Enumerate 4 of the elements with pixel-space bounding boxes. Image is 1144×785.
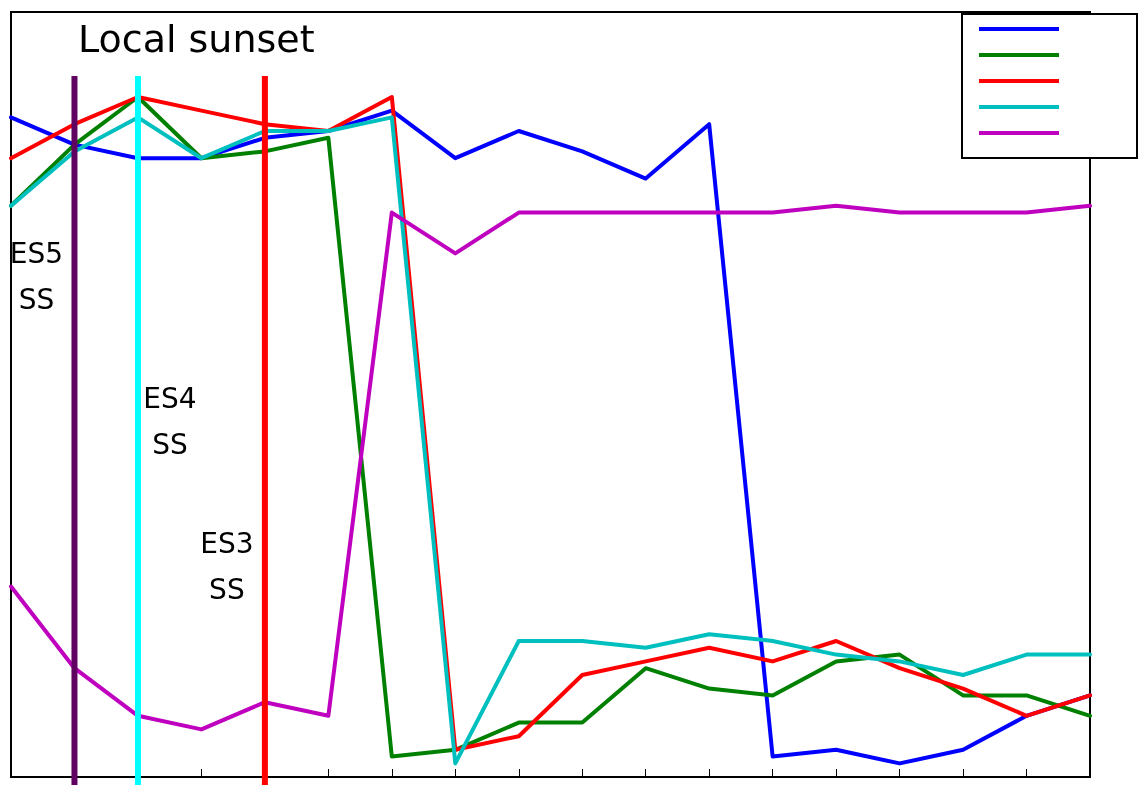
annotation: ES3 SS (200, 526, 254, 606)
chart-title: Local sunset (78, 17, 315, 61)
annotation: ES5 SS (9, 236, 64, 316)
annotation: ES4 SS (143, 381, 197, 461)
